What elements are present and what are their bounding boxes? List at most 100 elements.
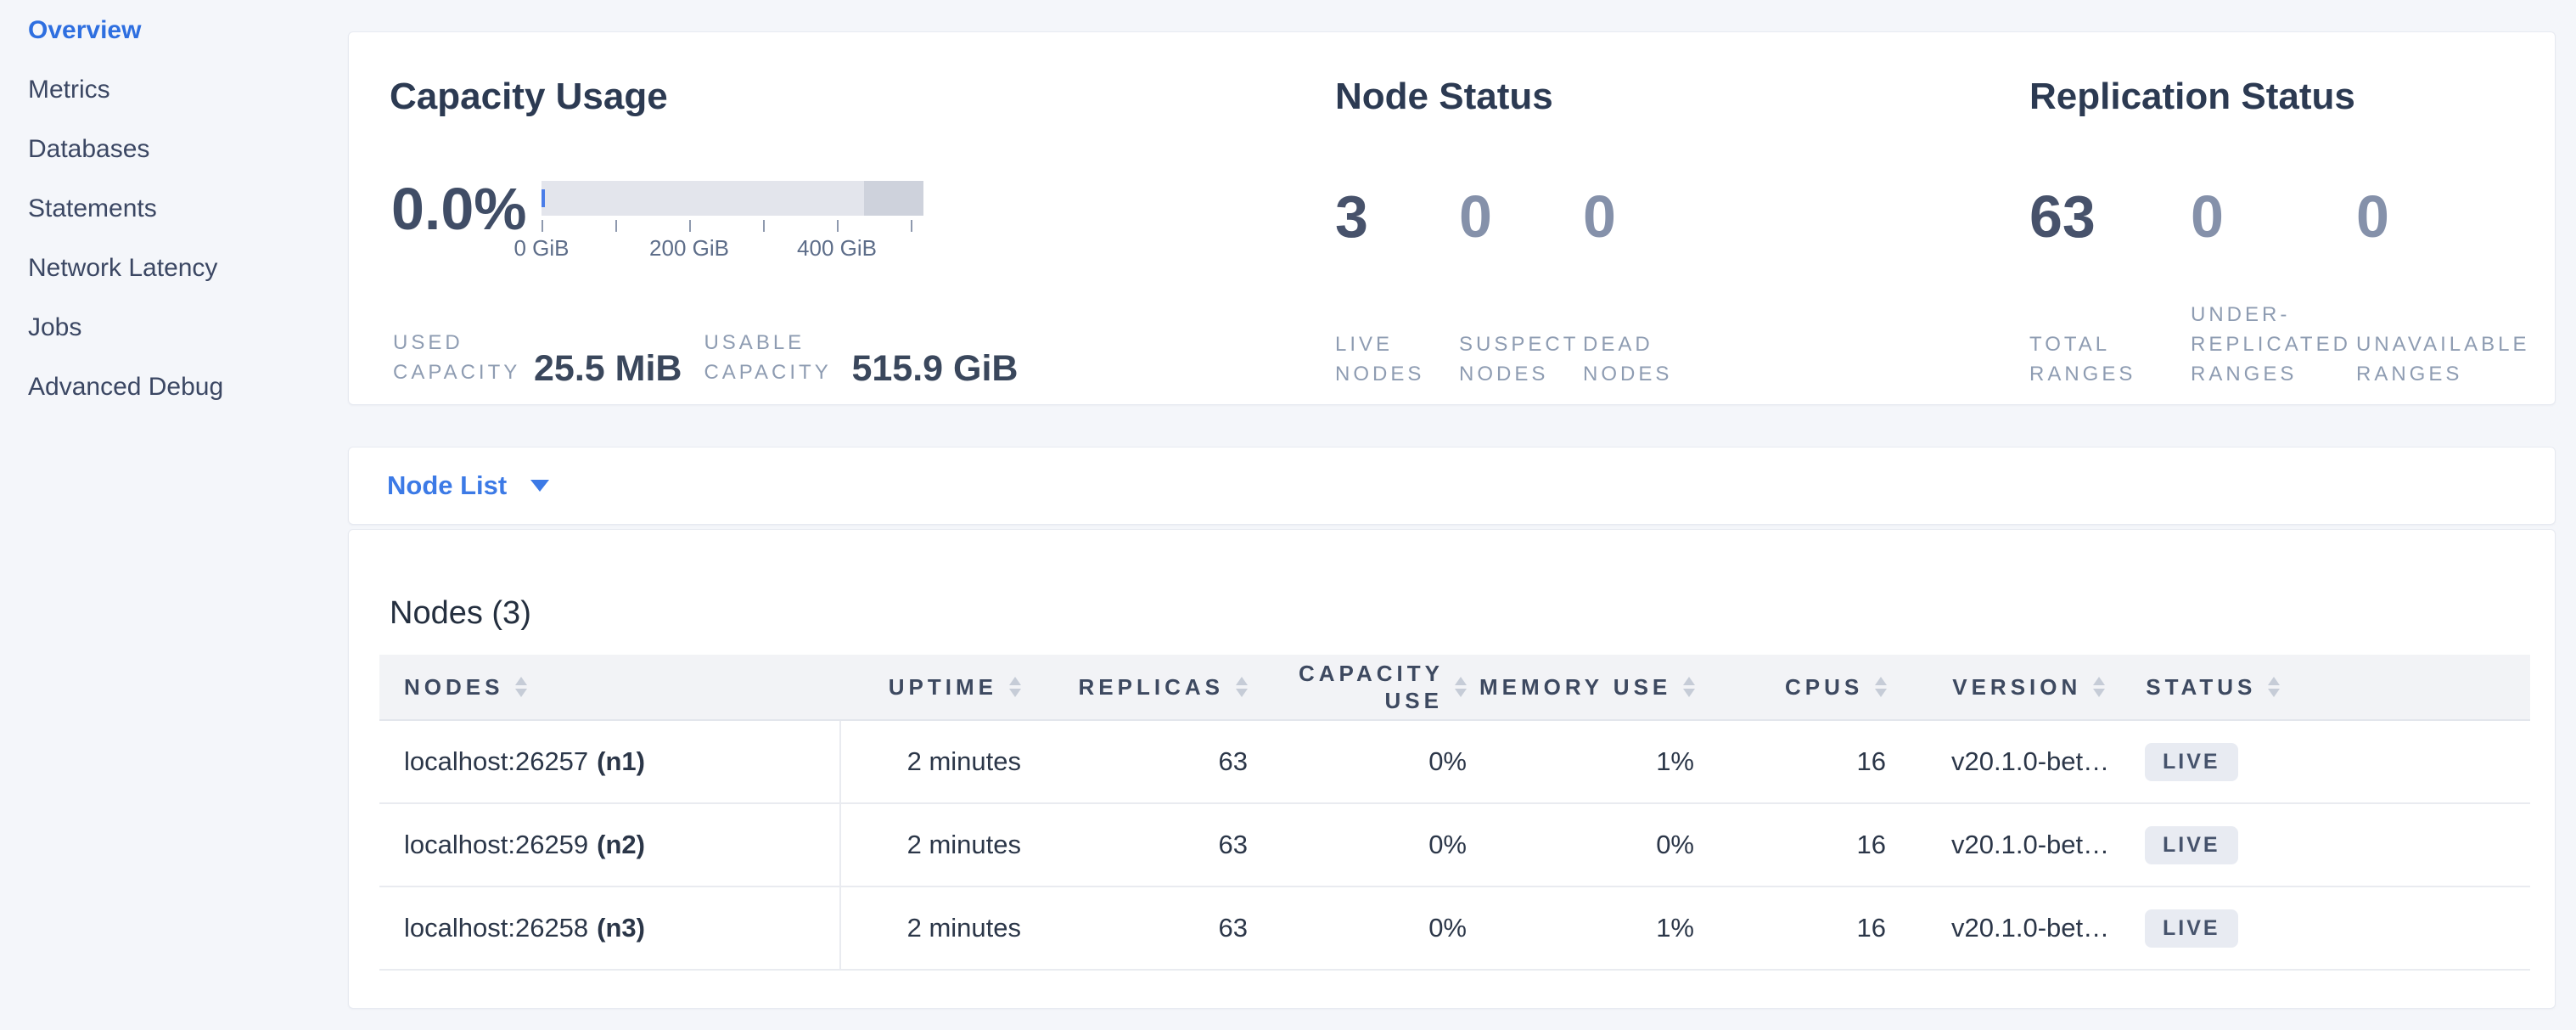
live-nodes-value: 3 — [1335, 183, 1368, 250]
node-id: (n2) — [597, 830, 645, 859]
sort-icon[interactable] — [1009, 677, 1021, 697]
sidebar-item-databases[interactable]: Databases — [28, 135, 150, 163]
cpus-cell: 16 — [1856, 913, 1886, 943]
capacity-gauge-unusable-segment — [864, 181, 923, 216]
view-selector-dropdown[interactable]: Node List — [348, 447, 2556, 525]
gauge-tick — [542, 220, 543, 232]
suspect-nodes-label: SUSPECT NODES — [1459, 333, 1579, 386]
replicas-cell: 63 — [1218, 830, 1248, 859]
nodes-table: NODES UPTIME REPLICAS CAPACITY USE MEMOR… — [379, 655, 2530, 971]
sort-icon[interactable] — [515, 677, 528, 697]
total-ranges-stat: 63 TOTAL RANGES — [2029, 185, 2191, 389]
table-column-divider — [839, 721, 841, 971]
sort-icon[interactable] — [1875, 677, 1888, 697]
sidebar-item-jobs[interactable]: Jobs — [28, 313, 82, 341]
node-address: localhost:26257 (n1) — [404, 746, 645, 776]
sidebar-item-network-latency[interactable]: Network Latency — [28, 254, 218, 282]
live-nodes-stat: 3 LIVE NODES — [1335, 185, 1459, 389]
status-badge: LIVE — [2145, 909, 2238, 948]
sidebar: Overview Metrics Databases Statements Ne… — [28, 1, 334, 417]
memory-use-cell: 0% — [1656, 830, 1694, 859]
node-status-title: Node Status — [1335, 76, 1553, 117]
dead-nodes-value: 0 — [1583, 183, 1616, 250]
column-header-version[interactable]: VERSION — [1898, 674, 2134, 701]
node-address: localhost:26258 (n3) — [404, 913, 645, 943]
suspect-nodes-stat: 0 SUSPECT NODES — [1459, 185, 1583, 389]
sidebar-item-metrics[interactable]: Metrics — [28, 76, 110, 104]
gauge-tick — [615, 220, 617, 232]
gauge-tick-label: 200 GiB — [649, 235, 729, 261]
sort-icon[interactable] — [2093, 677, 2106, 697]
memory-use-cell: 1% — [1656, 746, 1694, 776]
gauge-tick — [837, 220, 839, 232]
table-row-node-3[interactable]: localhost:26258 (n3) 2 minutes 63 0% 1% 1… — [379, 887, 2530, 971]
dead-nodes-label: DEAD NODES — [1583, 333, 1673, 386]
total-ranges-label: TOTAL RANGES — [2029, 333, 2136, 386]
gauge-tick-label: 0 GiB — [514, 235, 570, 261]
sort-icon[interactable] — [1683, 677, 1696, 697]
used-capacity-value: 25.5 MiB — [534, 348, 682, 389]
under-replicated-ranges-stat: 0 UNDER-REPLICATED RANGES — [2191, 185, 2356, 389]
memory-use-cell: 1% — [1656, 913, 1694, 943]
capacity-usage-title: Capacity Usage — [390, 76, 668, 117]
dead-nodes-stat: 0 DEAD NODES — [1583, 185, 1719, 389]
capacity-use-cell: 0% — [1428, 746, 1467, 776]
gauge-tick — [763, 220, 765, 232]
column-header-memory-use[interactable]: MEMORY USE — [1479, 674, 1706, 701]
capacity-use-cell: 0% — [1428, 830, 1467, 859]
sidebar-item-advanced-debug[interactable]: Advanced Debug — [28, 373, 224, 401]
unavailable-ranges-value: 0 — [2356, 183, 2389, 250]
uptime-cell: 2 minutes — [906, 746, 1021, 776]
capacity-gauge-used-marker — [542, 189, 545, 207]
node-id: (n1) — [597, 746, 645, 776]
nodes-table-header: NODES UPTIME REPLICAS CAPACITY USE MEMOR… — [379, 655, 2530, 721]
under-replicated-ranges-label: UNDER-REPLICATED RANGES — [2191, 303, 2351, 386]
total-ranges-value: 63 — [2029, 183, 2096, 250]
status-cell: LIVE — [2133, 825, 2530, 864]
capacity-stats: USED CAPACITY 25.5 MiB USABLE CAPACITY 5… — [393, 328, 1018, 387]
sidebar-item-overview[interactable]: Overview — [28, 16, 142, 44]
replicas-cell: 63 — [1218, 913, 1248, 943]
sort-icon[interactable] — [1236, 677, 1248, 697]
cpus-cell: 16 — [1856, 830, 1886, 859]
version-cell: v20.1.0-bet… — [1951, 830, 2110, 859]
gauge-tick — [689, 220, 691, 232]
uptime-cell: 2 minutes — [906, 830, 1021, 859]
gauge-tick — [911, 220, 912, 232]
column-header-status[interactable]: STATUS — [2134, 674, 2531, 701]
status-cell: LIVE — [2133, 909, 2530, 948]
view-selector-label: Node List — [387, 470, 508, 500]
replication-status-stats: 63 TOTAL RANGES 0 UNDER-REPLICATED RANGE… — [2029, 185, 2539, 389]
nodes-table-card: Nodes (3) NODES UPTIME REPLICAS CAPACITY… — [348, 529, 2556, 1009]
sort-icon[interactable] — [2268, 677, 2281, 697]
column-header-cpus[interactable]: CPUS — [1706, 674, 1898, 701]
version-cell: v20.1.0-bet… — [1951, 746, 2110, 776]
uptime-cell: 2 minutes — [906, 913, 1021, 943]
used-capacity-label: USED CAPACITY — [393, 331, 521, 384]
replication-status-title: Replication Status — [2029, 76, 2355, 117]
sort-icon[interactable] — [1455, 677, 1467, 697]
status-cell: LIVE — [2133, 742, 2530, 781]
unavailable-ranges-stat: 0 UNAVAILABLE RANGES — [2356, 185, 2539, 389]
under-replicated-ranges-value: 0 — [2191, 183, 2224, 250]
column-header-replicas[interactable]: REPLICAS — [1032, 674, 1259, 701]
version-cell: v20.1.0-bet… — [1951, 913, 2110, 943]
suspect-nodes-value: 0 — [1459, 183, 1492, 250]
nodes-table-title: Nodes (3) — [390, 595, 531, 631]
status-badge: LIVE — [2145, 742, 2238, 781]
status-badge: LIVE — [2145, 825, 2238, 864]
capacity-gauge-bar — [542, 181, 923, 216]
table-row-node-1[interactable]: localhost:26257 (n1) 2 minutes 63 0% 1% 1… — [379, 721, 2530, 804]
node-address: localhost:26259 (n2) — [404, 830, 645, 859]
column-header-capacity-use[interactable]: CAPACITY USE — [1259, 660, 1479, 714]
column-header-nodes[interactable]: NODES — [379, 674, 839, 701]
table-row-node-2[interactable]: localhost:26259 (n2) 2 minutes 63 0% 0% 1… — [379, 804, 2530, 887]
usable-capacity-label: USABLE CAPACITY — [704, 331, 832, 384]
sidebar-item-statements[interactable]: Statements — [28, 194, 157, 222]
usable-capacity-value: 515.9 GiB — [851, 348, 1019, 389]
live-nodes-label: LIVE NODES — [1335, 333, 1425, 386]
capacity-use-cell: 0% — [1428, 913, 1467, 943]
column-header-uptime[interactable]: UPTIME — [839, 674, 1032, 701]
cluster-summary-card: Capacity Usage Node Status Replication S… — [348, 31, 2556, 405]
gauge-tick-label: 400 GiB — [797, 235, 877, 261]
